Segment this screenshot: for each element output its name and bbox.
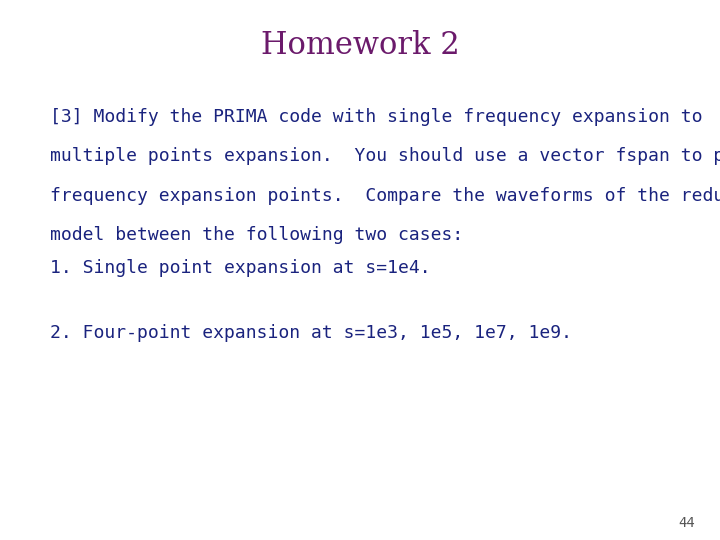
Text: 1. Single point expansion at s=1e4.: 1. Single point expansion at s=1e4. (50, 259, 431, 277)
Text: multiple points expansion.  You should use a vector fspan to pass the: multiple points expansion. You should us… (50, 147, 720, 165)
Text: 2. Four-point expansion at s=1e3, 1e5, 1e7, 1e9.: 2. Four-point expansion at s=1e3, 1e5, 1… (50, 324, 572, 342)
Text: frequency expansion points.  Compare the waveforms of the reduced: frequency expansion points. Compare the … (50, 187, 720, 205)
Text: [3] Modify the PRIMA code with single frequency expansion to: [3] Modify the PRIMA code with single fr… (50, 108, 703, 126)
Text: 44: 44 (678, 516, 695, 530)
Text: model between the following two cases:: model between the following two cases: (50, 226, 464, 244)
Text: Homework 2: Homework 2 (261, 30, 459, 60)
